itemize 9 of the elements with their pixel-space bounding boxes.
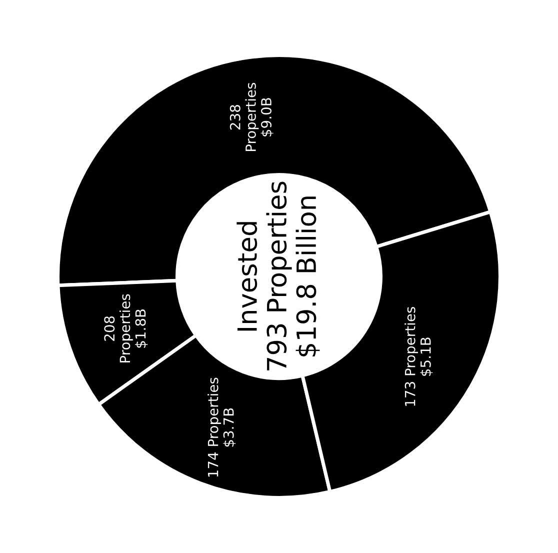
slice-label: 208 Properties	[104, 294, 133, 362]
slice-label: 173 Properties	[404, 306, 418, 406]
data-label: $1.8B	[135, 309, 148, 348]
data-label: $3.7B	[223, 408, 236, 447]
slice-label: 238 Properties	[230, 82, 259, 152]
slice-label: 174 Properties	[208, 378, 221, 477]
text: Invested 793 Properties $19.8 Billion	[236, 182, 320, 370]
data-label: $9.0B	[260, 98, 274, 136]
data-label: $5.1B	[420, 338, 433, 376]
